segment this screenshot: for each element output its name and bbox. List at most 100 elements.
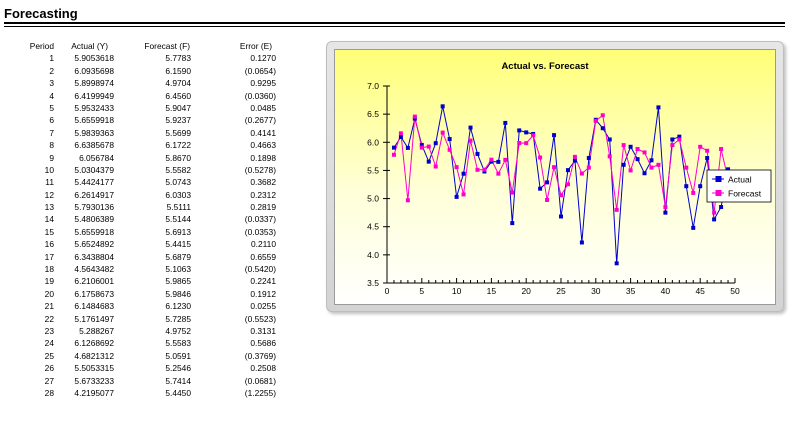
- data-point-forecast: [398, 131, 403, 136]
- table-row: 2 6.0935698 6.1590 (0.0654): [14, 65, 276, 77]
- forecast-table: Period Actual (Y) Forecast (F) Error (E)…: [14, 40, 276, 399]
- data-point-forecast: [684, 165, 689, 170]
- data-point-forecast: [565, 182, 570, 187]
- cell-error: (0.0337): [244, 214, 276, 225]
- y-tick-label: 3.5: [367, 278, 379, 288]
- data-point-actual: [586, 156, 591, 161]
- data-point-actual: [517, 128, 522, 133]
- legend-label-actual: Actual: [728, 175, 752, 185]
- cell-forecast: 6.4560: [165, 90, 191, 101]
- cell-forecast: 6.1722: [165, 140, 191, 151]
- data-point-actual: [726, 167, 731, 172]
- cell-period: 23: [44, 325, 54, 336]
- data-point-actual: [545, 180, 550, 185]
- table-row: 13 5.7930136 5.5111 0.2819: [14, 201, 276, 213]
- cell-actual: 6.1484683: [74, 301, 114, 312]
- cell-error: 0.5686: [250, 338, 276, 349]
- x-tick-label: 0: [385, 286, 390, 296]
- cell-forecast: 5.1063: [165, 264, 191, 275]
- cell-actual: 5.5053315: [74, 363, 114, 374]
- cell-error: 0.0485: [250, 102, 276, 113]
- cell-error: 0.2241: [250, 276, 276, 287]
- table-row: 8 6.6385678 6.1722 0.4663: [14, 139, 276, 151]
- cell-error: 0.4663: [250, 140, 276, 151]
- cell-error: (0.0681): [244, 375, 276, 386]
- cell-period: 19: [44, 276, 54, 287]
- cell-actual: 6.6385678: [74, 140, 114, 151]
- data-point-actual: [649, 158, 654, 163]
- header-rule-thin: [4, 26, 785, 27]
- data-point-actual: [663, 210, 668, 215]
- cell-period: 2: [49, 65, 54, 76]
- x-tick-label: 30: [591, 286, 601, 296]
- cell-forecast: 4.9704: [165, 78, 191, 89]
- cell-forecast: 5.4450: [165, 387, 191, 398]
- data-point-forecast: [614, 207, 619, 212]
- table-row: 26 5.5053315 5.2546 0.2508: [14, 362, 276, 374]
- data-point-forecast: [503, 157, 508, 162]
- data-point-forecast: [510, 190, 515, 195]
- x-tick-label: 5: [419, 286, 424, 296]
- data-point-forecast: [426, 144, 431, 149]
- data-point-forecast: [719, 147, 724, 152]
- data-point-actual: [433, 141, 438, 146]
- cell-period: 22: [44, 313, 54, 324]
- cell-actual: 5.288267: [79, 325, 114, 336]
- data-point-actual: [642, 171, 647, 176]
- cell-actual: 4.2195077: [74, 387, 114, 398]
- cell-error: 0.2110: [251, 239, 276, 250]
- table-row: 11 5.4424177 5.0743 0.3682: [14, 176, 276, 188]
- data-point-forecast: [586, 165, 591, 170]
- data-point-forecast: [419, 145, 424, 150]
- data-point-actual: [454, 194, 459, 199]
- cell-period: 11: [45, 177, 54, 188]
- data-point-forecast: [649, 165, 654, 170]
- data-point-forecast: [593, 118, 598, 123]
- cell-actual: 4.6821312: [74, 350, 114, 361]
- data-point-forecast: [607, 154, 612, 159]
- table-row: 12 6.2614917 6.0303 0.2312: [14, 189, 276, 201]
- column-header-forecast: Forecast (F): [144, 41, 190, 51]
- cell-actual: 5.7930136: [74, 202, 114, 213]
- table-row: 16 5.6524892 5.4415 0.2110: [14, 238, 276, 250]
- chart-legend: Actual Forecast: [706, 169, 772, 203]
- data-point-actual: [677, 134, 682, 139]
- cell-actual: 5.6559918: [74, 115, 114, 126]
- cell-period: 16: [44, 239, 54, 250]
- cell-period: 6: [49, 115, 54, 126]
- y-tick-label: 4.0: [367, 250, 379, 260]
- cell-forecast: 5.7414: [165, 375, 191, 386]
- data-point-forecast: [663, 205, 668, 210]
- cell-forecast: 5.0591: [165, 350, 191, 361]
- cell-forecast: 4.9752: [165, 325, 191, 336]
- cell-actual: 6.1268692: [74, 338, 114, 349]
- data-point-forecast: [621, 143, 626, 148]
- data-point-actual: [447, 137, 452, 142]
- data-point-actual: [635, 157, 640, 162]
- cell-error: 0.0255: [250, 301, 276, 312]
- table-row: 27 5.6733233 5.7414 (0.0681): [14, 375, 276, 387]
- cell-error: (0.5523): [244, 313, 276, 324]
- chart-panel: Actual vs. Forecast 3.5 4.0 4.5 5.0 5.5 6.0 6.…: [334, 49, 776, 305]
- page-title: Forecasting: [4, 6, 78, 21]
- x-tick-label: 15: [487, 286, 497, 296]
- data-point-actual: [614, 261, 619, 266]
- table-row: 7 5.9839363 5.5699 0.4141: [14, 127, 276, 139]
- cell-actual: 5.9839363: [74, 127, 114, 138]
- cell-error: 0.2312: [250, 189, 276, 200]
- cell-period: 17: [44, 251, 54, 262]
- cell-error: 0.2508: [250, 363, 276, 374]
- data-point-forecast: [600, 113, 605, 118]
- data-point-forecast: [454, 165, 459, 170]
- cell-period: 18: [44, 264, 54, 275]
- y-tick-label: 5.0: [367, 194, 379, 204]
- table-row: 24 6.1268692 5.5583 0.5686: [14, 337, 276, 349]
- cell-forecast: 6.0303: [165, 189, 191, 200]
- data-point-actual: [691, 225, 696, 230]
- cell-actual: 5.4806389: [74, 214, 114, 225]
- table-row: 22 5.1761497 5.7285 (0.5523): [14, 313, 276, 325]
- actual-vs-forecast-chart: Actual vs. Forecast 3.5 4.0 4.5 5.0 5.5 6.0 6.…: [367, 61, 772, 296]
- cell-actual: 5.8998974: [74, 78, 114, 89]
- column-header-actual: Actual (Y): [71, 41, 108, 51]
- chart-plot-area: [391, 104, 731, 266]
